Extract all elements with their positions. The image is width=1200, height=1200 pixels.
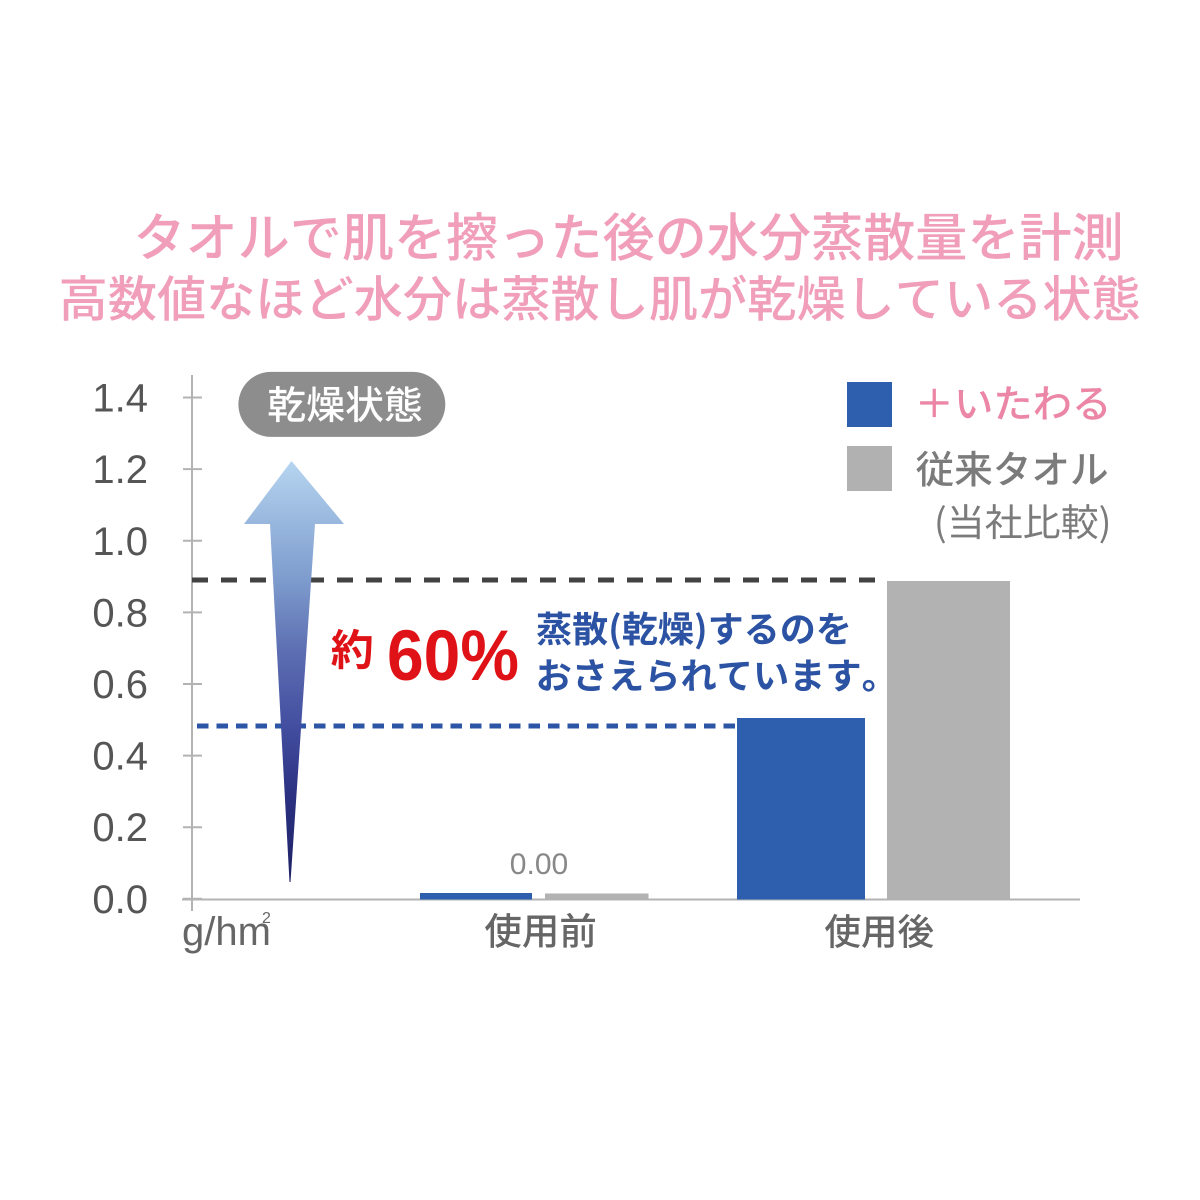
svg-text:0.2: 0.2: [92, 806, 148, 850]
svg-text:0.4: 0.4: [92, 735, 148, 779]
svg-text:60%: 60%: [387, 617, 519, 696]
svg-text:1.2: 1.2: [92, 448, 148, 492]
svg-text:2: 2: [262, 910, 271, 927]
svg-text:0.00: 0.00: [510, 848, 568, 881]
svg-text:0.0: 0.0: [92, 878, 148, 922]
svg-text:0.8: 0.8: [92, 591, 148, 635]
svg-text:0.6: 0.6: [92, 663, 148, 707]
svg-text:g/hm: g/hm: [182, 910, 271, 954]
svg-text:1.4: 1.4: [92, 377, 148, 421]
svg-text:1.0: 1.0: [92, 520, 148, 564]
